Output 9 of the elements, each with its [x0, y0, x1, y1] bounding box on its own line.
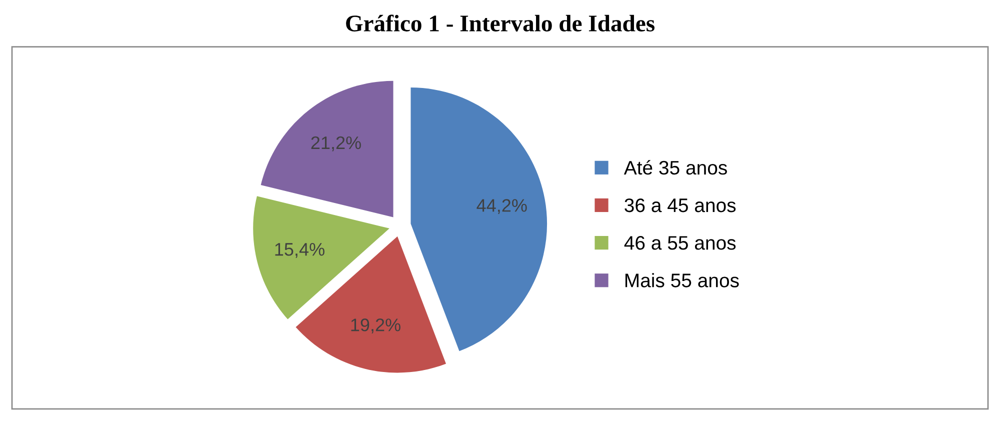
chart-title: Gráfico 1 - Intervalo de Idades: [346, 14, 655, 32]
legend-label: Mais 55 anos: [625, 273, 739, 288]
legend-label: Até 35 anos: [624, 160, 727, 175]
legend-label: 36 a 45 anos: [624, 198, 736, 212]
legend-label: 46 a 55 anos: [624, 236, 736, 250]
data-label: 19,2%: [351, 318, 400, 334]
data-label: 21,2%: [311, 136, 361, 152]
data-label: 44,2%: [476, 199, 527, 214]
data-label: 15,4%: [275, 243, 324, 258]
